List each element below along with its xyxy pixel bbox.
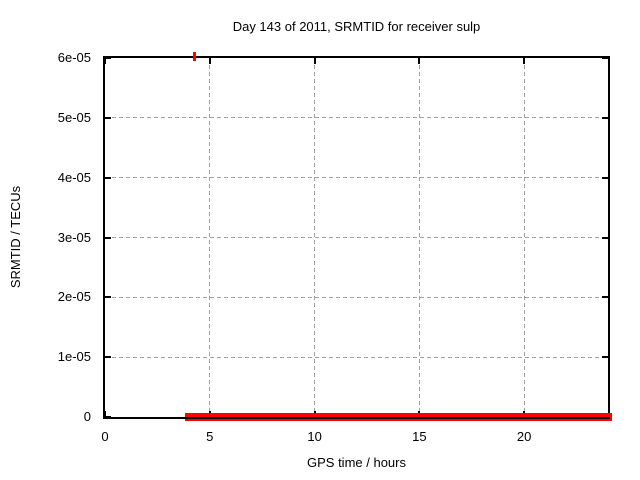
x-tick-label: 0: [101, 429, 109, 444]
x-tick-label: 15: [412, 429, 427, 444]
gridline-horizontal: [105, 177, 608, 179]
y-tick-label: 2e-05: [57, 289, 91, 305]
y-tick-left: [105, 356, 111, 359]
x-tick-label: 5: [206, 429, 214, 444]
gridline-horizontal: [105, 237, 608, 238]
y-tick-label: 6e-05: [57, 50, 91, 65]
y-tick-left: [105, 57, 111, 59]
y-tick-left: [105, 176, 111, 179]
x-tick-label: 10: [307, 429, 322, 444]
y-tick-label: 3e-05: [57, 229, 91, 245]
y-tick-label: 4e-05: [57, 169, 91, 185]
x-tick-top: [313, 58, 316, 64]
y-tick-right: [602, 176, 608, 179]
y-tick-right: [602, 116, 608, 119]
gridline-horizontal: [105, 117, 608, 119]
y-axis-label: SRMTID / TECUs: [8, 185, 23, 289]
y-tick-right: [602, 236, 608, 239]
gridline-horizontal: [105, 296, 608, 298]
y-tick-label: 0: [83, 409, 91, 424]
gridline-horizontal: [105, 356, 608, 358]
x-tick-top: [104, 58, 106, 64]
chart-title: Day 143 of 2011, SRMTID for receiver sul…: [232, 19, 481, 34]
x-tick-top: [208, 58, 211, 64]
x-tick-label: 20: [516, 429, 532, 444]
series-spike-marker: [192, 52, 196, 61]
x-axis-line: [103, 417, 610, 419]
x-tick-top: [523, 58, 526, 64]
x-axis-label: GPS time / hours: [307, 455, 406, 470]
y-tick-right: [602, 356, 608, 359]
x-tick-top: [418, 58, 421, 64]
y-tick-left: [105, 296, 111, 299]
y-tick-right: [602, 57, 608, 59]
x-tick-bottom: [104, 411, 106, 417]
y-tick-label: 1e-05: [57, 349, 91, 365]
y-tick-label: 5e-05: [57, 109, 91, 125]
y-tick-left: [105, 116, 111, 119]
y-tick-left: [105, 236, 111, 239]
y-tick-right: [602, 296, 608, 299]
